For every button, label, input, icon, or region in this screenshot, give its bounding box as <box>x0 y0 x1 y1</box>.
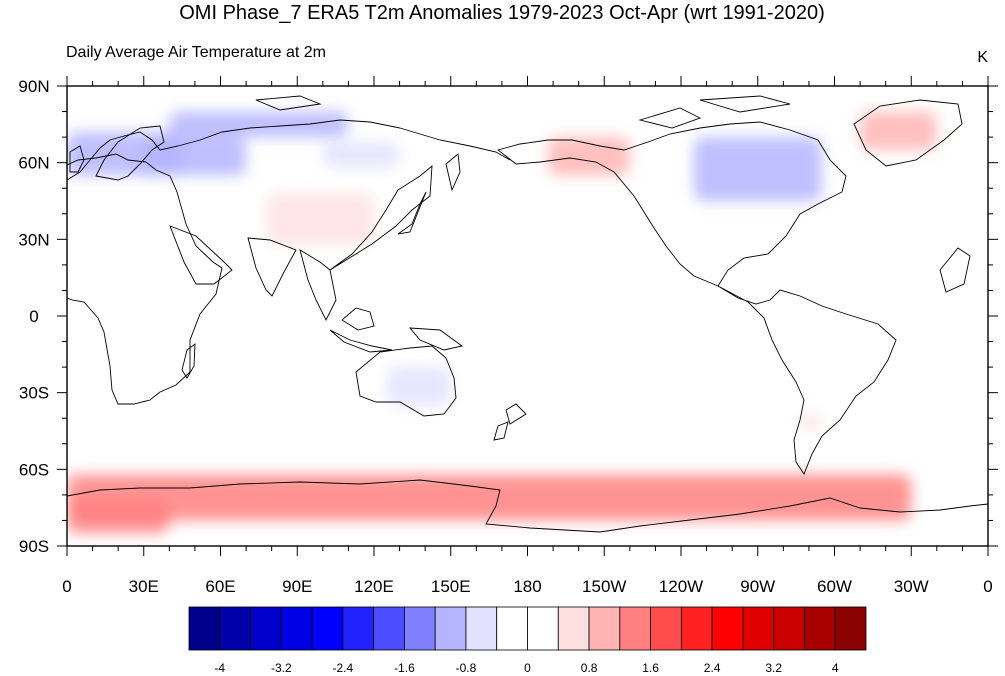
lon-label: 60W <box>817 577 852 596</box>
lon-label: 150W <box>582 577 626 596</box>
lat-label: 0 <box>29 307 38 326</box>
anomaly-region-1 <box>143 137 247 176</box>
colorbar-label: -3.2 <box>271 661 292 675</box>
units-label: K <box>977 49 988 66</box>
anomaly-region-10 <box>67 500 170 534</box>
lat-label: 90S <box>19 537 49 556</box>
lon-label: 30E <box>129 577 159 596</box>
colorbar-label: -1.6 <box>394 661 415 675</box>
lat-label: 30N <box>18 230 49 249</box>
colorbar-label: -0.8 <box>456 661 477 675</box>
axis-ticks <box>57 76 998 556</box>
colorbar-swatch <box>557 606 590 651</box>
anomaly-field <box>67 111 937 534</box>
anomaly-region-5 <box>547 137 630 176</box>
anomaly-region-8 <box>386 367 451 406</box>
colorbar-labels: -4 -3.2 -2.4 -1.6 -0.8 0 0.8 1.6 2.4 3.2 4 <box>214 661 838 675</box>
lon-label: 150E <box>431 577 471 596</box>
colorbar-label: 2.4 <box>704 661 721 675</box>
lon-label: 120E <box>354 577 394 596</box>
anomaly-region-2 <box>169 111 349 138</box>
colorbar-swatch <box>527 606 559 651</box>
colorbar-swatch <box>650 606 682 651</box>
lon-label: 90W <box>740 577 775 596</box>
longitude-labels: 0 30E 60E 90E 120E 150E 180 150W 120W 90W 60W 30W 0 <box>62 577 992 596</box>
anomaly-region-6 <box>693 137 822 201</box>
colorbar-swatch <box>434 606 467 651</box>
colorbar-swatch <box>804 606 836 651</box>
anomaly-region-7 <box>860 111 937 150</box>
colorbar-label: 0.8 <box>581 661 598 675</box>
lon-label: 0 <box>983 577 992 596</box>
colorbar-label: -4 <box>214 661 225 675</box>
anomaly-region-3 <box>322 142 400 168</box>
lat-label: 90N <box>18 77 49 96</box>
latitude-labels: 90N 60N 30N 0 30S 60S 90S <box>18 77 49 556</box>
colorbar-swatch <box>404 606 436 651</box>
colorbar-label: 4 <box>832 661 839 675</box>
colorbar-swatch <box>619 606 651 651</box>
lon-label: 180 <box>513 577 541 596</box>
lon-label: 0 <box>62 577 71 596</box>
colorbar-swatch <box>311 606 344 651</box>
colorbar-swatch <box>496 606 528 651</box>
colorbar-label: -2.4 <box>333 661 354 675</box>
colorbar-swatch <box>373 606 405 651</box>
lon-label: 60E <box>205 577 235 596</box>
lon-label: 120W <box>659 577 703 596</box>
lat-label: 30S <box>19 384 49 403</box>
colorbar-swatch <box>773 606 805 651</box>
colorbar-swatch <box>711 606 744 651</box>
colorbar-swatch <box>188 606 221 651</box>
colorbar-label: 1.6 <box>642 661 659 675</box>
lat-label: 60S <box>19 460 49 479</box>
colorbar-label: 3.2 <box>765 661 782 675</box>
colorbar-swatch <box>588 606 621 651</box>
colorbar-swatch <box>219 606 251 651</box>
colorbar-swatch <box>465 606 498 651</box>
colorbar-swatch <box>250 606 282 651</box>
map-plot-area <box>67 86 988 546</box>
colorbar <box>188 606 867 651</box>
lon-label: 30W <box>894 577 929 596</box>
anomaly-region-11 <box>801 413 822 431</box>
colorbar-swatch <box>834 606 867 651</box>
anomaly-region-4 <box>266 193 374 245</box>
colorbar-swatch <box>680 606 713 651</box>
coastlines <box>67 95 988 533</box>
colorbar-label: 0 <box>524 661 531 675</box>
anomaly-region-9 <box>67 474 912 521</box>
colorbar-swatch <box>342 606 375 651</box>
chart-title: OMI Phase_7 ERA5 T2m Anomalies 1979-2023… <box>179 2 825 24</box>
subtitle-left: Daily Average Air Temperature at 2m <box>66 44 326 61</box>
colorbar-swatch <box>742 606 775 651</box>
lon-label: 90E <box>282 577 312 596</box>
lat-label: 60N <box>18 154 49 173</box>
colorbar-swatch <box>280 606 313 651</box>
